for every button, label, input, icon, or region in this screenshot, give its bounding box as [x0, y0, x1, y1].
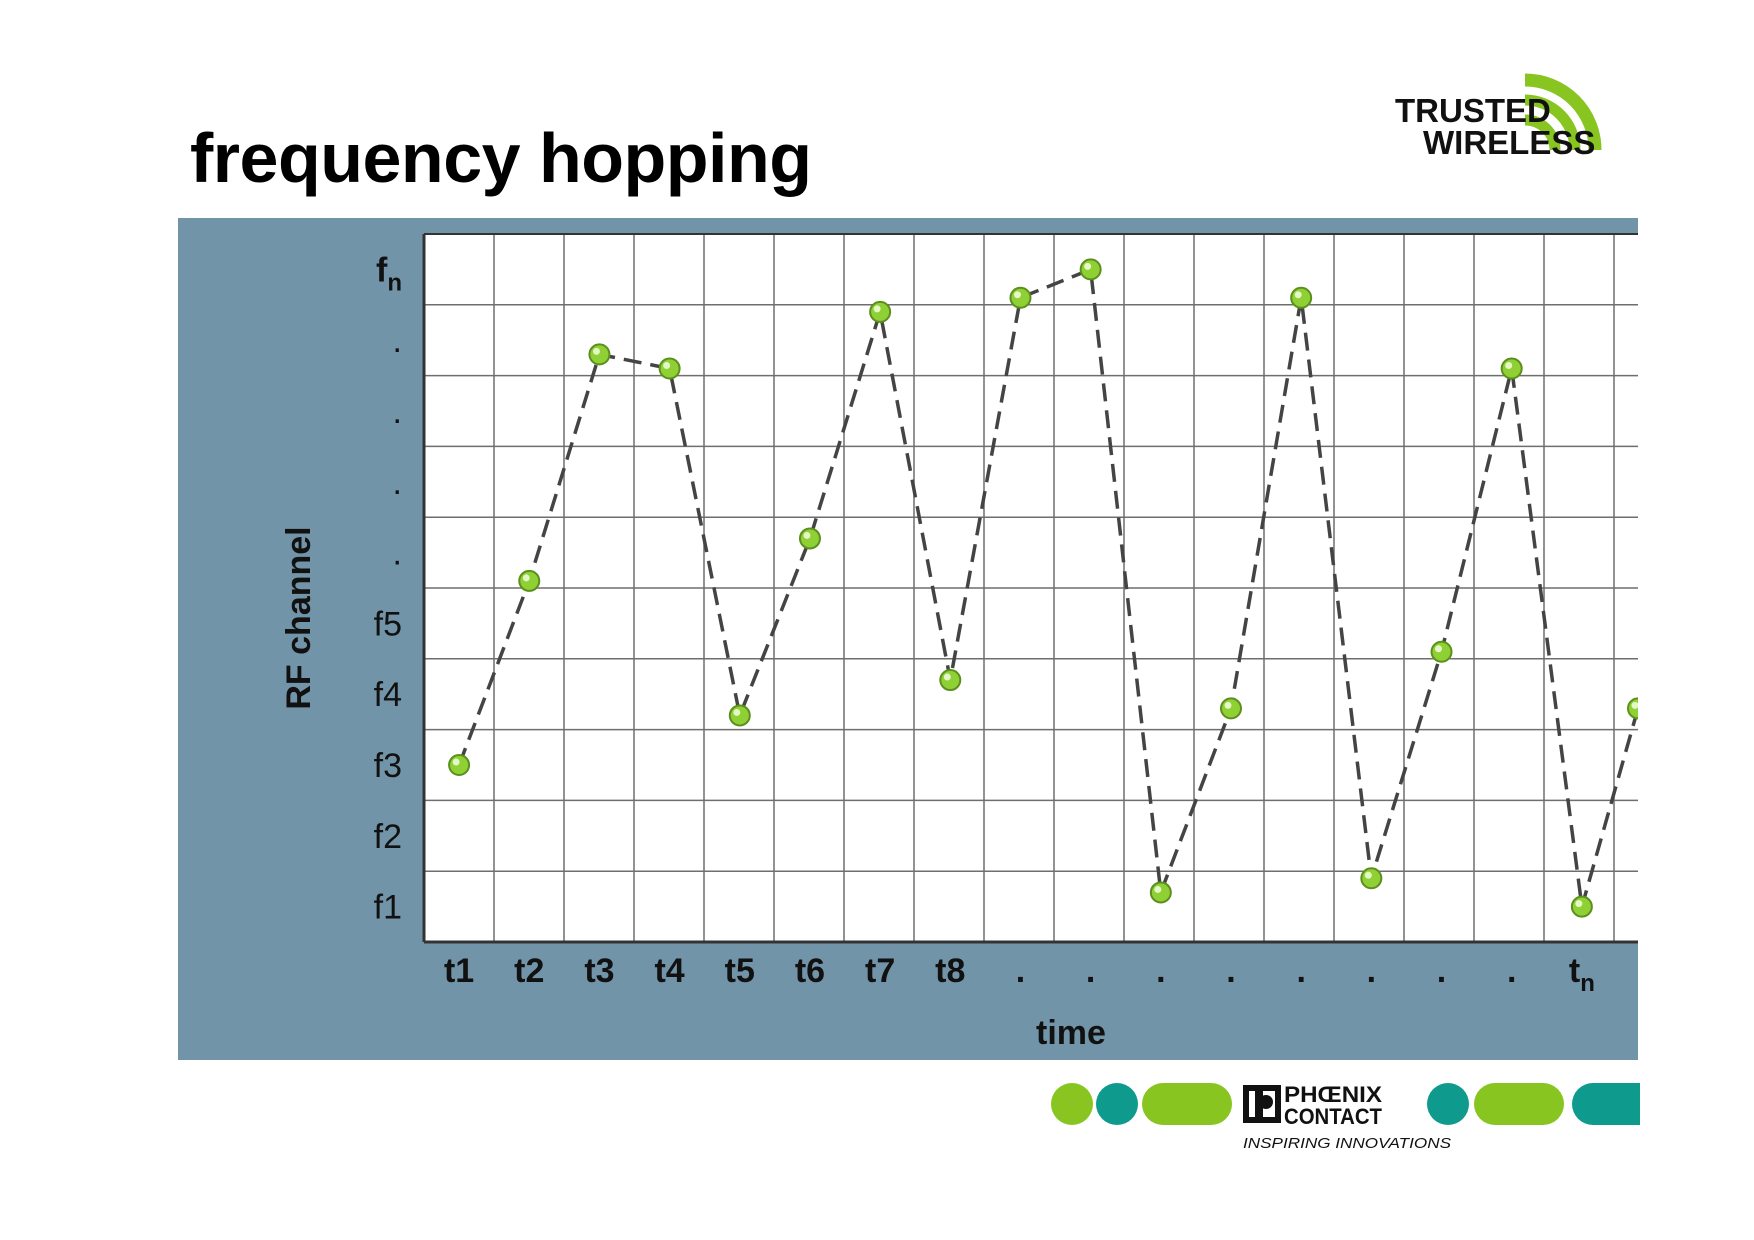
teal-dot-icon [1427, 1083, 1469, 1125]
hop-point-highlight [1224, 701, 1232, 709]
y-tick-label: f3 [374, 747, 402, 785]
y-tick-label: fn [376, 251, 402, 296]
hop-sequence-line [457, 266, 1638, 908]
y-tick-label: f2 [374, 818, 402, 856]
x-tick-label: . [1086, 952, 1095, 990]
hop-point-highlight [592, 347, 600, 355]
x-tick-labels: t1 t2 t3 t4 t5 t6 t7 t8........ tn [444, 952, 1595, 997]
hop-point-highlight [873, 305, 881, 313]
y-tick-label: f5 [374, 605, 402, 643]
teal-dot-icon [1096, 1083, 1138, 1125]
x-tick-label: t5 [725, 952, 755, 990]
hop-point-highlight [1013, 291, 1021, 299]
y-tick-label: . [393, 464, 402, 502]
y-axis-label: RF channel [280, 526, 318, 709]
hop-point-12 [1219, 697, 1242, 720]
hop-point-10 [1079, 258, 1102, 281]
phoenix-contact-mark-icon [1243, 1085, 1281, 1123]
trusted-wireless-logo-graphic: TRUSTED WIRELESS [1395, 73, 1602, 161]
hop-point-highlight [943, 673, 951, 681]
green-pill-icon [1142, 1083, 1232, 1125]
hop-point-highlight [1364, 871, 1372, 879]
x-axis-label: time [1036, 1014, 1106, 1052]
hop-point-2 [518, 569, 541, 592]
y-tick-label: . [393, 535, 402, 573]
x-tick-label: t2 [514, 952, 544, 990]
hop-point-4 [658, 357, 681, 380]
x-tick-label: tn [1569, 952, 1595, 997]
y-tick-label: f4 [374, 676, 402, 714]
green-pill-icon [1474, 1083, 1564, 1125]
x-tick-label: . [1156, 952, 1165, 990]
wireless-arcs-icon [1524, 73, 1602, 151]
logo-text-line1: TRUSTED [1395, 92, 1551, 129]
logo-text-line2: WIRELESS [1423, 124, 1595, 161]
hop-point-15 [1430, 640, 1453, 663]
hop-point-9 [1009, 286, 1032, 309]
x-tick-label: . [1296, 952, 1305, 990]
frequency-hopping-chart: t1 t2 t3 t4 t5 t6 t7 t8........ tn f1 f2 f3 f4 f5...… [280, 233, 1638, 1052]
hop-point-highlight [1154, 885, 1162, 893]
hop-path [457, 266, 1638, 908]
hop-point-6 [798, 527, 821, 550]
hop-point-3 [588, 343, 611, 366]
hop-point-highlight [663, 362, 671, 370]
contact-text: CONTACT [1284, 1104, 1383, 1129]
y-tick-label: . [393, 322, 402, 360]
hop-point-7 [869, 300, 892, 323]
phoenix-contact-footer: PHŒNIX CONTACT INSPIRING INNOVATIONS [1050, 1082, 1640, 1177]
x-tick-label: t3 [584, 952, 614, 990]
hop-point-highlight [803, 531, 811, 539]
page-title: frequency hopping [190, 119, 812, 197]
hop-point-13 [1290, 286, 1313, 309]
hop-point-highlight [1294, 291, 1302, 299]
hop-point-16 [1500, 357, 1523, 380]
y-tick-label: . [393, 393, 402, 431]
x-tick-label: . [1226, 952, 1235, 990]
trusted-wireless-logo: TRUSTED WIRELESS [1395, 60, 1645, 185]
y-tick-labels: f1 f2 f3 f4 f5.... fn [374, 251, 402, 926]
grid-lines [422, 233, 1638, 944]
x-tick-label: . [1016, 952, 1025, 990]
hop-point-highlight [1575, 900, 1583, 908]
hop-point-5 [728, 704, 751, 727]
green-dot-icon [1051, 1083, 1093, 1125]
phoenix-text: PHŒNIX [1284, 1082, 1382, 1107]
hop-point-highlight [1631, 701, 1638, 709]
tagline-text: INSPIRING INNOVATIONS [1243, 1135, 1451, 1152]
x-tick-label: . [1367, 952, 1376, 990]
teal-pill-icon [1572, 1083, 1640, 1125]
y-tick-label: f1 [374, 889, 402, 927]
hop-point-highlight [1435, 645, 1443, 653]
hop-points [448, 258, 1638, 918]
x-tick-label: . [1507, 952, 1516, 990]
x-tick-label: t1 [444, 952, 474, 990]
chart-panel: t1 t2 t3 t4 t5 t6 t7 t8........ tn f1 f2 f3 f4 f5...… [178, 218, 1638, 1060]
x-tick-label: t6 [795, 952, 825, 990]
hop-point-highlight [733, 708, 741, 716]
hop-point-14 [1360, 867, 1383, 890]
hop-point-8 [939, 669, 962, 692]
x-tick-label: . [1437, 952, 1446, 990]
hop-point-highlight [452, 758, 460, 766]
x-tick-label: t4 [654, 952, 684, 990]
x-tick-label: t8 [935, 952, 965, 990]
hop-point-1 [448, 754, 471, 776]
x-tick-label: t7 [865, 952, 895, 990]
hop-point-highlight [522, 574, 530, 582]
hop-point-highlight [1084, 262, 1092, 270]
hop-point-11 [1149, 881, 1172, 904]
hop-point-17 [1570, 895, 1593, 918]
hop-point-highlight [1505, 362, 1513, 370]
phoenix-contact-footer-graphic: PHŒNIX CONTACT INSPIRING INNOVATIONS [1051, 1082, 1640, 1152]
